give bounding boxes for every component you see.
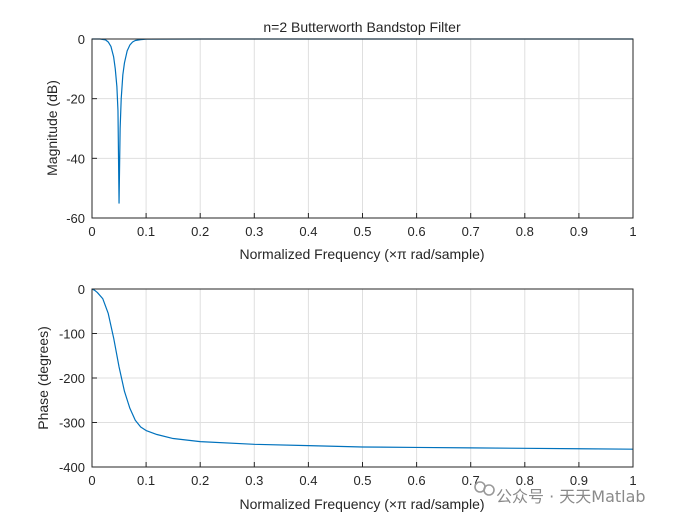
- magnitude-x-label: Normalized Frequency (×π rad/sample): [239, 246, 484, 262]
- phase-y-tick-label: -400: [59, 460, 85, 475]
- magnitude-y-tick-label: -40: [66, 151, 85, 166]
- magnitude-x-tick-label: 0.6: [408, 224, 426, 239]
- magnitude-x-tick-label: 0.7: [462, 224, 480, 239]
- watermark-text: 公众号 · 天天Matlab: [496, 487, 646, 506]
- magnitude-y-tick-label: -60: [66, 211, 85, 226]
- magnitude-y-label: Magnitude (dB): [44, 80, 60, 176]
- magnitude-grid: [92, 39, 633, 218]
- magnitude-y-tick-label: 0: [78, 32, 85, 47]
- magnitude-x-tick-label: 0: [88, 224, 95, 239]
- wechat-channel-icon: [474, 481, 495, 496]
- magnitude-x-tick-label: 0.4: [299, 224, 317, 239]
- phase-x-tick-label: 0.5: [353, 473, 371, 488]
- phase-series-line: [91, 288, 634, 450]
- phase-x-tick-label: 0.9: [570, 473, 588, 488]
- phase-y-tick-label: -300: [59, 416, 85, 431]
- magnitude-axes: n=2 Butterworth Bandstop Filter 0 0.1 0.2 0…: [44, 19, 637, 262]
- phase-grid: [92, 289, 633, 467]
- phase-axes: 0 0.1 0.2 0.3 0.4 0.5 0.6 0.7 0.8 0.9 1 -400 -300 -2…: [35, 282, 637, 512]
- phase-y-tick-label: 0: [78, 282, 85, 297]
- magnitude-x-tick-label: 0.9: [570, 224, 588, 239]
- phase-y-ticks: -400 -300 -200 -100 0: [59, 282, 97, 475]
- phase-x-label: Normalized Frequency (×π rad/sample): [239, 496, 484, 512]
- phase-y-label: Phase (degrees): [35, 326, 51, 430]
- phase-y-tick-label: -200: [59, 371, 85, 386]
- magnitude-x-tick-label: 1: [629, 224, 636, 239]
- phase-x-tick-label: 0.2: [191, 473, 209, 488]
- magnitude-x-tick-label: 0.2: [191, 224, 209, 239]
- phase-x-tick-label: 0.3: [245, 473, 263, 488]
- magnitude-x-tick-label: 0.3: [245, 224, 263, 239]
- magnitude-x-tick-label: 0.5: [353, 224, 371, 239]
- magnitude-x-tick-label: 0.8: [516, 224, 534, 239]
- phase-series: [91, 288, 634, 450]
- phase-x-tick-label: 0: [88, 473, 95, 488]
- magnitude-y-tick-label: -20: [66, 92, 85, 107]
- phase-x-tick-label: 0.7: [462, 473, 480, 488]
- phase-x-tick-label: 1: [629, 473, 636, 488]
- magnitude-x-ticks: 0 0.1 0.2 0.3 0.4 0.5 0.6 0.7 0.8 0.9 1: [88, 213, 637, 239]
- phase-x-tick-label: 0.1: [137, 473, 155, 488]
- magnitude-x-tick-label: 0.1: [137, 224, 155, 239]
- phase-x-tick-label: 0.4: [299, 473, 317, 488]
- watermark: 公众号 · 天天Matlab: [474, 481, 646, 506]
- magnitude-title: n=2 Butterworth Bandstop Filter: [263, 19, 461, 35]
- phase-x-tick-label: 0.6: [408, 473, 426, 488]
- phase-x-tick-label: 0.8: [516, 473, 534, 488]
- phase-y-tick-label: -100: [59, 327, 85, 342]
- magnitude-y-ticks: -60 -40 -20 0: [66, 32, 97, 226]
